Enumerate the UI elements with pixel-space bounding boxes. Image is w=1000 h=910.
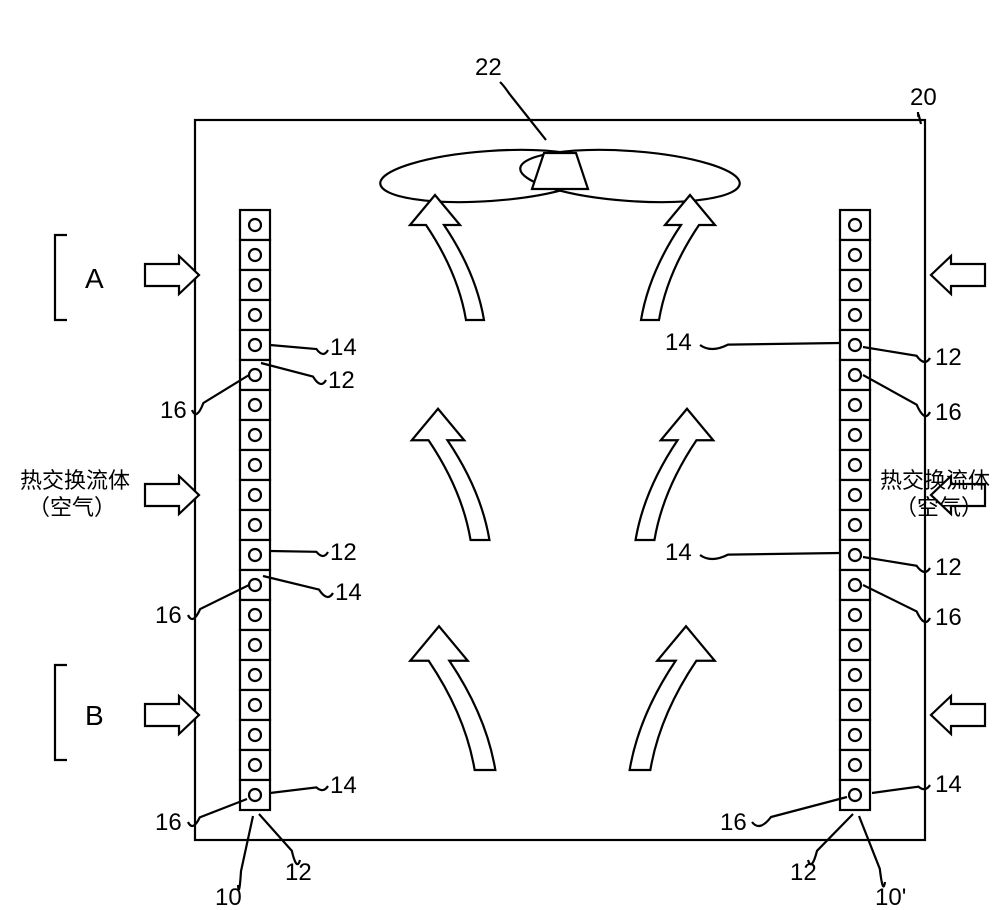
- tube-column-right: [840, 210, 870, 810]
- svg-text:A: A: [85, 263, 104, 294]
- svg-text:16: 16: [720, 809, 747, 836]
- svg-text:12: 12: [935, 554, 962, 581]
- svg-text:16: 16: [155, 809, 182, 836]
- svg-text:16: 16: [160, 397, 187, 424]
- svg-text:（空气）: （空气）: [895, 495, 983, 520]
- svg-text:16: 16: [155, 602, 182, 629]
- svg-text:14: 14: [335, 579, 362, 606]
- svg-text:14: 14: [935, 771, 962, 798]
- svg-text:14: 14: [665, 329, 692, 356]
- diagram-canvas: 2220141216121416141612101412161412161416…: [0, 0, 1000, 910]
- svg-text:14: 14: [330, 334, 357, 361]
- svg-text:10': 10': [875, 884, 906, 910]
- svg-text:14: 14: [330, 772, 357, 799]
- svg-text:16: 16: [935, 604, 962, 631]
- svg-text:热交换流体: 热交换流体: [880, 468, 990, 493]
- svg-text:（空气）: （空气）: [28, 495, 116, 520]
- svg-text:14: 14: [665, 539, 692, 566]
- svg-text:12: 12: [330, 539, 357, 566]
- svg-text:16: 16: [935, 399, 962, 426]
- tube-column-left: [240, 210, 270, 810]
- svg-text:热交换流体: 热交换流体: [20, 468, 130, 493]
- svg-text:12: 12: [328, 367, 355, 394]
- svg-text:B: B: [85, 700, 104, 731]
- svg-text:12: 12: [935, 344, 962, 371]
- svg-text:20: 20: [910, 84, 937, 111]
- svg-text:22: 22: [475, 54, 502, 81]
